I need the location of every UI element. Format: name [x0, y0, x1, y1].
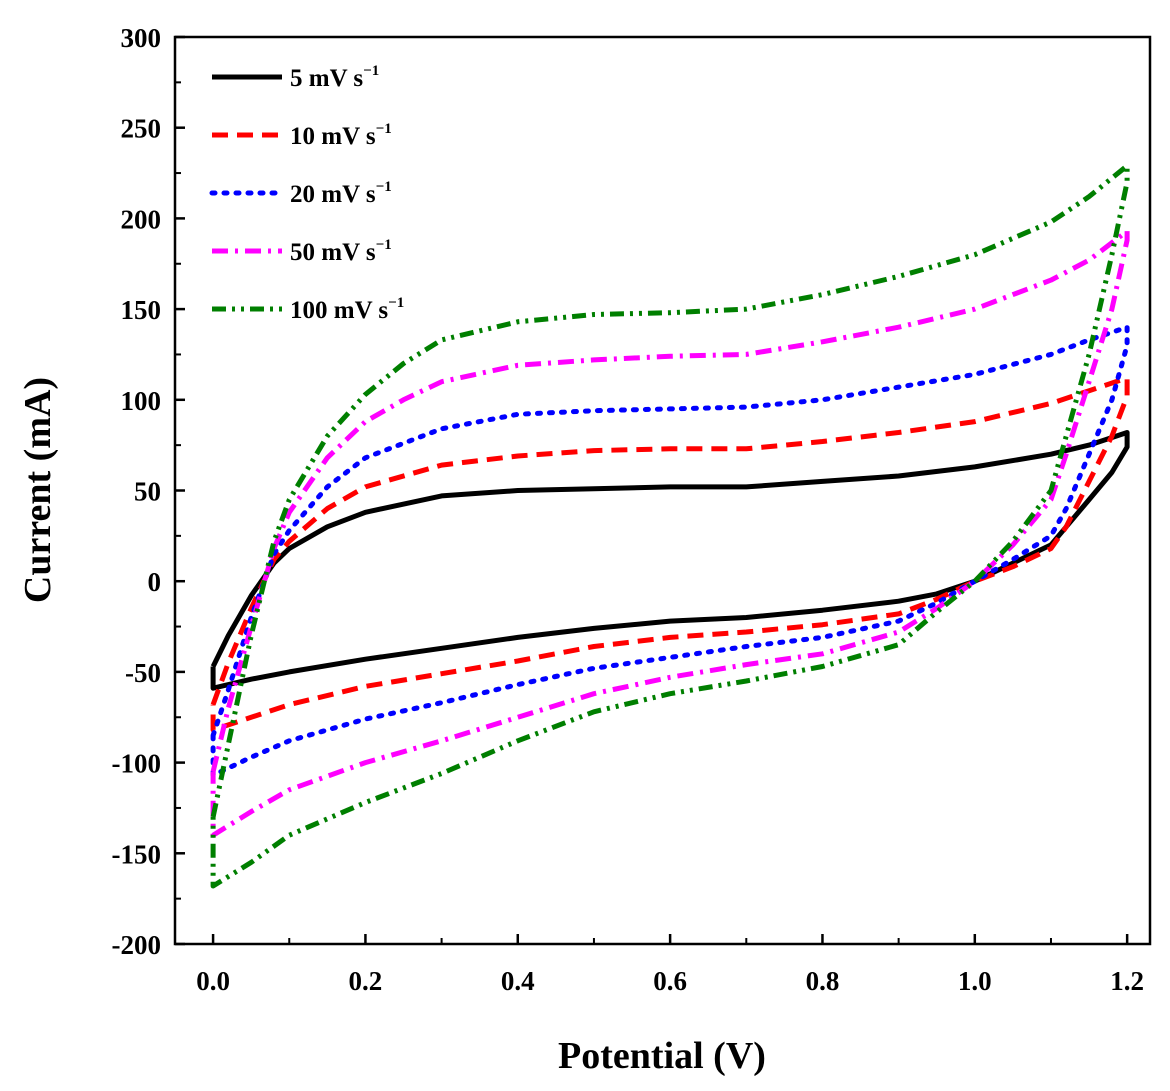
x-tick-label: 1.0 [958, 966, 992, 996]
series-line-3 [210, 324, 1130, 778]
y-tick-label: -100 [112, 749, 162, 779]
series-line-1 [210, 430, 1130, 691]
y-tick-label: 250 [121, 114, 162, 144]
y-tick-label: 50 [134, 477, 161, 507]
plot-frame [173, 35, 1152, 946]
y-tick-label: 100 [121, 386, 162, 416]
x-tick-label: 0.4 [501, 966, 535, 996]
legend-unit-superscript: −1 [376, 121, 392, 137]
legend-unit-superscript: −1 [376, 179, 392, 195]
y-tick-label: -150 [112, 839, 162, 869]
y-tick-label: 0 [148, 567, 162, 597]
y-tick-label: 150 [121, 295, 162, 325]
x-tick-label: 0.6 [653, 966, 687, 996]
y-tick-label: 200 [121, 204, 162, 234]
series-line-2 [210, 375, 1130, 733]
y-tick-label: 300 [121, 23, 162, 53]
y-tick-label: -50 [125, 658, 161, 688]
y-axis-title: Current (mA) [17, 377, 59, 603]
legend-label-5: 100 mV s−1 [290, 295, 404, 324]
legend-label-3: 20 mV s−1 [290, 179, 392, 208]
legend-label-4: 50 mV s−1 [290, 237, 392, 266]
x-axis-title: Potential (V) [558, 1035, 766, 1077]
series-line-4 [210, 228, 1130, 838]
series-line-5 [210, 163, 1130, 889]
legend-unit-superscript: −1 [388, 295, 404, 311]
legend: 5 mV s−1 10 mV s−1 20 mV s−1 50 mV s−1 100 m… [209, 63, 404, 324]
x-tick-label: 0.0 [196, 966, 230, 996]
y-tick-label: -200 [112, 930, 162, 960]
legend-unit-superscript: −1 [376, 237, 392, 253]
legend-unit-superscript: −1 [363, 63, 379, 79]
legend-label-1: 5 mV s−1 [290, 63, 379, 92]
x-tick-label: 1.2 [1110, 966, 1144, 996]
legend-label-2: 10 mV s−1 [290, 121, 392, 150]
x-tick-label: 0.2 [349, 966, 383, 996]
x-tick-label: 0.8 [806, 966, 840, 996]
tick-layer: -200 -150 -100 -50 0 50 100 150 200 250 300 0.0 0.2 0… [112, 23, 1145, 996]
series-layer [210, 163, 1130, 889]
